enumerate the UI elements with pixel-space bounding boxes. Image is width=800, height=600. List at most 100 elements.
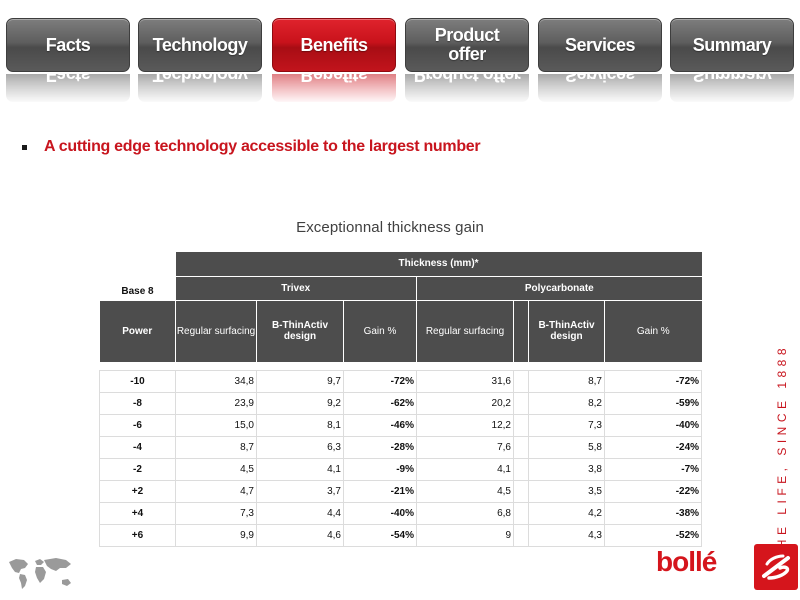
tab-benefits[interactable]: Benefits [272, 18, 396, 72]
tab-facts[interactable]: Facts [6, 18, 130, 72]
cell-trivex-thin: 9,7 [256, 369, 344, 393]
square-bullet-icon [22, 145, 27, 150]
cell-poly-gain: -72% [604, 369, 703, 393]
cell-power: +2 [99, 480, 176, 503]
group-header-polycarbonate: Polycarbonate [415, 275, 702, 300]
table-row: +6 9,9 4,6 -54% 9 4,3 -52% [99, 524, 703, 547]
tab-label: Services [564, 34, 636, 55]
cell-trivex-gain: -28% [343, 436, 417, 459]
bullet-point: A cutting edge technology accessible to … [22, 138, 481, 156]
thickness-table: Base 8 Thickness (mm)* Trivex Polycarbon… [99, 252, 703, 547]
cell-spacer [513, 414, 529, 437]
tab-reflection: Summary [670, 74, 794, 104]
cell-spacer [513, 436, 529, 459]
top-navigation: Facts Technology Benefits Product offer … [0, 0, 800, 110]
cell-power: +4 [99, 502, 176, 525]
cell-poly-gain: -40% [604, 414, 703, 437]
table-row: -10 34,8 9,7 -72% 31,6 8,7 -72% [99, 369, 703, 393]
tab-reflection-label: Summary [670, 74, 794, 102]
cell-trivex-thin: 8,1 [256, 414, 344, 437]
world-map-icon [9, 558, 71, 589]
cell-trivex-thin: 4,4 [256, 502, 344, 525]
cell-trivex-regular: 8,7 [175, 436, 257, 459]
table-row: -8 23,9 9,2 -62% 20,2 8,2 -59% [99, 392, 703, 415]
cell-poly-thin: 5,8 [528, 436, 605, 459]
cell-poly-regular: 6,8 [416, 502, 514, 525]
cell-trivex-gain: -62% [343, 392, 417, 415]
cell-power: -8 [99, 392, 176, 415]
tab-label: Facts [45, 34, 91, 55]
cell-trivex-thin: 6,3 [256, 436, 344, 459]
tab-reflection: Product offer [405, 74, 529, 104]
group-header-trivex: Trivex [175, 275, 417, 300]
base-label: Base 8 [99, 252, 176, 300]
table-row: -2 4,5 4,1 -9% 4,1 3,8 -7% [99, 458, 703, 481]
header-gap [99, 362, 702, 370]
column-header-poly-regular: Regular surfacing [416, 299, 514, 362]
column-header-poly-thin: B-ThinActiv design [528, 299, 605, 362]
cell-poly-regular: 20,2 [416, 392, 514, 415]
brand-logo-text: bollé [656, 546, 717, 577]
cell-trivex-gain: -72% [343, 369, 417, 393]
cell-poly-thin: 8,7 [528, 369, 605, 393]
column-header-trivex-regular: Regular surfacing [175, 299, 257, 362]
tab-label: Technology [152, 34, 248, 55]
brand-tagline: THE LIFE, SINCE 1888 [775, 343, 789, 561]
cell-power: -2 [99, 458, 176, 481]
column-header-trivex-thin: B-ThinActiv design [256, 299, 344, 362]
cell-trivex-regular: 4,7 [175, 480, 257, 503]
tab-summary[interactable]: Summary [670, 18, 794, 72]
cell-power: +6 [99, 524, 176, 547]
cell-poly-regular: 31,6 [416, 369, 514, 393]
cell-trivex-regular: 7,3 [175, 502, 257, 525]
cell-poly-regular: 12,2 [416, 414, 514, 437]
cell-poly-gain: -7% [604, 458, 703, 481]
column-header-spacer [513, 299, 529, 362]
tab-label: Product offer [434, 25, 500, 64]
bolle-b-icon [754, 544, 798, 590]
cell-poly-regular: 4,5 [416, 480, 514, 503]
cell-poly-regular: 9 [416, 524, 514, 547]
tab-services[interactable]: Services [538, 18, 662, 72]
cell-trivex-gain: -21% [343, 480, 417, 503]
tab-reflection: Technology [138, 74, 262, 104]
cell-trivex-gain: -46% [343, 414, 417, 437]
tab-reflection-label: Benefits [272, 74, 396, 102]
cell-trivex-thin: 3,7 [256, 480, 344, 503]
tab-reflection: Benefits [272, 74, 396, 104]
tab-product-offer[interactable]: Product offer [405, 18, 529, 72]
table-row: +4 7,3 4,4 -40% 6,8 4,2 -38% [99, 502, 703, 525]
cell-power: -6 [99, 414, 176, 437]
tab-reflection-label: Facts [6, 74, 130, 102]
cell-trivex-regular: 15,0 [175, 414, 257, 437]
cell-trivex-thin: 4,1 [256, 458, 344, 481]
cell-trivex-thin: 4,6 [256, 524, 344, 547]
cell-poly-thin: 8,2 [528, 392, 605, 415]
tab-label: Summary [692, 34, 772, 55]
tab-reflection: Facts [6, 74, 130, 104]
cell-poly-thin: 4,2 [528, 502, 605, 525]
cell-poly-thin: 4,3 [528, 524, 605, 547]
tab-reflection-label: Technology [138, 74, 262, 102]
column-header-power: Power [99, 299, 176, 362]
cell-trivex-regular: 4,5 [175, 458, 257, 481]
tab-label: Benefits [300, 34, 368, 55]
tab-reflection: Services [538, 74, 662, 104]
cell-poly-gain: -24% [604, 436, 703, 459]
thickness-header: Thickness (mm)* [175, 252, 702, 276]
tab-reflection-label: Services [538, 74, 662, 102]
cell-trivex-gain: -54% [343, 524, 417, 547]
cell-poly-gain: -38% [604, 502, 703, 525]
tab-technology[interactable]: Technology [138, 18, 262, 72]
cell-power: -4 [99, 436, 176, 459]
cell-spacer [513, 458, 529, 481]
tab-reflection-label: Product offer [405, 74, 529, 102]
cell-spacer [513, 524, 529, 547]
column-header-trivex-gain: Gain % [343, 299, 417, 362]
section-title: Exceptionnal thickness gain [296, 219, 484, 236]
cell-poly-gain: -22% [604, 480, 703, 503]
table-row: -4 8,7 6,3 -28% 7,6 5,8 -24% [99, 436, 703, 459]
cell-trivex-regular: 23,9 [175, 392, 257, 415]
cell-poly-thin: 3,8 [528, 458, 605, 481]
table-row: +2 4,7 3,7 -21% 4,5 3,5 -22% [99, 480, 703, 503]
